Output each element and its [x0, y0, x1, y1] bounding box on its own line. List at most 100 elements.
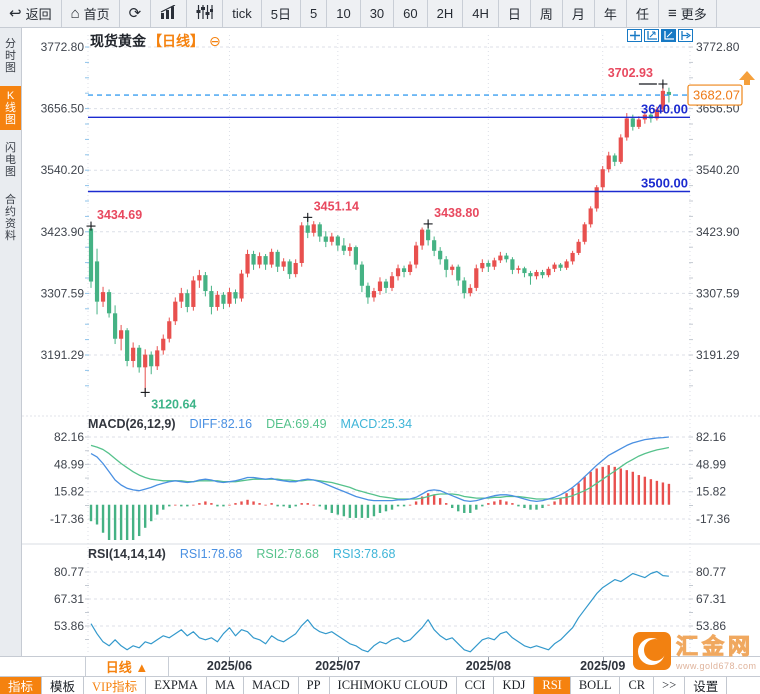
svg-text:3438.80: 3438.80 — [434, 206, 479, 220]
tab-boll[interactable]: BOLL — [571, 677, 621, 694]
svg-text:3307.59: 3307.59 — [41, 286, 85, 300]
toolbar-year-button[interactable]: 年 — [595, 0, 627, 27]
svg-text:53.86: 53.86 — [696, 619, 726, 633]
toolbar-refresh-button[interactable]: ⟳ — [120, 0, 152, 27]
time-axis-row: 日线 ▲ 2025/06 2025/07 2025/08 2025/09 — [0, 656, 760, 676]
pan-icon[interactable] — [627, 29, 642, 42]
tab-ma[interactable]: MA — [207, 677, 245, 694]
svg-text:3500.00: 3500.00 — [641, 175, 688, 190]
toolbar-custom-button[interactable]: 任 — [627, 0, 659, 27]
rsi-header: RSI(14,14,14) RSI1:78.68 RSI2:78.68 RSI3:78… — [88, 547, 395, 561]
time-axis-tick — [602, 657, 604, 661]
toolbar-day-button[interactable]: 日 — [499, 0, 531, 27]
date-label: 2025/08 — [465, 659, 511, 673]
toolbar-candle-chart-button[interactable] — [187, 0, 224, 27]
toolbar-2h-button[interactable]: 2H — [428, 0, 464, 27]
macd-header: MACD(26,12,9) DIFF:82.16 DEA:69.49 MACD:25.… — [88, 417, 412, 431]
tab-设置[interactable]: 设置 — [685, 677, 728, 694]
toolbar-5-button[interactable]: 5 — [301, 0, 328, 27]
tab-rsi[interactable]: RSI — [534, 677, 571, 694]
toolbar-bar-chart-button[interactable] — [151, 0, 188, 27]
toolbar-year-label: 年 — [603, 7, 617, 22]
svg-text:82.16: 82.16 — [696, 430, 726, 444]
macd-header-segment-1: DIFF:82.16 — [189, 417, 253, 431]
tab-cci[interactable]: CCI — [457, 677, 495, 694]
tab-expma[interactable]: EXPMA — [146, 677, 207, 694]
svg-text:67.31: 67.31 — [696, 592, 726, 606]
svg-text:3434.69: 3434.69 — [97, 208, 142, 222]
indicator-tabs: 指标 模板 VIP指标 EXPMA MA MACD PP ICHIMOKU CLOUD CCI K… — [0, 676, 760, 694]
collapse-icon[interactable]: ⊖ — [209, 32, 221, 49]
svg-text:3423.90: 3423.90 — [696, 225, 740, 239]
toolbar-30-label: 30 — [369, 6, 385, 21]
svg-text:3702.93: 3702.93 — [608, 66, 653, 80]
rsi-header-segment-2: RSI2:78.68 — [256, 547, 319, 561]
svg-text:82.16: 82.16 — [54, 430, 84, 444]
toolbar-home-button[interactable]: ⌂ 首页 — [62, 0, 120, 27]
toolbar-more-button[interactable]: ≡ 更多 — [659, 0, 717, 27]
tab-macd[interactable]: MACD — [244, 677, 299, 694]
svg-text:67.31: 67.31 — [54, 592, 84, 606]
tab-指标[interactable]: 指标 — [0, 677, 43, 694]
top-toolbar: ↩ 返回 ⌂ 首页 ⟳ tick 5日 5 10 30 60 2H 4H 日 周 月 年 任 ≡ 更多 — [0, 0, 760, 28]
tab-ichimoku-cloud[interactable]: ICHIMOKU CLOUD — [330, 677, 457, 694]
candle-chart-icon — [196, 5, 214, 22]
toolbar-tick-button[interactable]: tick — [223, 0, 262, 27]
period-selector[interactable]: 日线 ▲ — [85, 657, 169, 676]
toolbar-5d-label: 5日 — [270, 7, 291, 22]
toolbar-week-label: 周 — [539, 7, 553, 22]
toolbar-day-label: 日 — [507, 7, 521, 22]
svg-text:3451.14: 3451.14 — [314, 199, 359, 213]
toolbar-custom-label: 任 — [635, 7, 649, 22]
sidebar-item-time-chart[interactable]: 分时图 — [5, 38, 16, 74]
zoom-in-icon[interactable] — [661, 29, 676, 42]
brand-logo-icon — [633, 632, 671, 670]
svg-text:15.82: 15.82 — [54, 485, 84, 499]
tab->>[interactable]: >> — [654, 677, 686, 694]
toolbar-month-button[interactable]: 月 — [563, 0, 595, 27]
period-badge: 【日线】 — [148, 33, 204, 49]
sidebar-item-contract-info[interactable]: 合约资料 — [5, 194, 16, 242]
time-axis-tick — [337, 657, 339, 661]
toolbar-4h-button[interactable]: 4H — [463, 0, 499, 27]
date-label: 2025/07 — [315, 659, 361, 673]
chart-title: 现货黄金 【日线】 ⊖ — [90, 31, 221, 51]
svg-text:3682.07: 3682.07 — [693, 88, 740, 103]
toolbar-month-label: 月 — [571, 7, 585, 22]
tab-模板[interactable]: 模板 — [42, 677, 85, 694]
svg-text:3191.29: 3191.29 — [41, 348, 85, 362]
toolbar-60-label: 60 — [403, 6, 418, 21]
macd-header-segment-0: MACD(26,12,9) — [88, 417, 176, 431]
svg-text:80.77: 80.77 — [54, 565, 84, 579]
toolbar-back-button[interactable]: ↩ 返回 — [0, 0, 62, 27]
toolbar-10-label: 10 — [336, 6, 351, 21]
toolbar-4h-label: 4H — [472, 6, 489, 21]
toolbar-10-button[interactable]: 10 — [327, 0, 361, 27]
svg-text:48.99: 48.99 — [696, 457, 726, 471]
tab-pp[interactable]: PP — [299, 677, 330, 694]
sidebar-item-lightning-chart[interactable]: 闪电图 — [5, 142, 16, 178]
macd-header-segment-3: MACD:25.34 — [340, 417, 413, 431]
brand-url: www.gold678.com — [676, 661, 757, 671]
svg-text:3540.20: 3540.20 — [41, 163, 85, 177]
time-axis-tick — [229, 657, 231, 661]
toolbar-week-button[interactable]: 周 — [531, 0, 563, 27]
toolbar-30-button[interactable]: 30 — [361, 0, 395, 27]
rsi-header-segment-3: RSI3:78.68 — [332, 547, 396, 561]
zoom-out-icon[interactable] — [644, 29, 659, 42]
svg-text:3656.50: 3656.50 — [41, 102, 85, 116]
back-arrow-icon: ↩ — [9, 5, 22, 22]
svg-text:3120.64: 3120.64 — [151, 397, 196, 411]
toolbar-60-button[interactable]: 60 — [394, 0, 428, 27]
toolbar-5d-button[interactable]: 5日 — [262, 0, 301, 27]
tab-vip指标[interactable]: VIP指标 — [84, 677, 147, 694]
toolbar-5-label: 5 — [309, 6, 318, 21]
time-axis-tick — [488, 657, 490, 661]
tab-kdj[interactable]: KDJ — [494, 677, 535, 694]
tab-cr[interactable]: CR — [620, 677, 655, 694]
exit-fullscreen-icon[interactable] — [678, 29, 693, 42]
date-label: 2025/09 — [580, 659, 626, 673]
